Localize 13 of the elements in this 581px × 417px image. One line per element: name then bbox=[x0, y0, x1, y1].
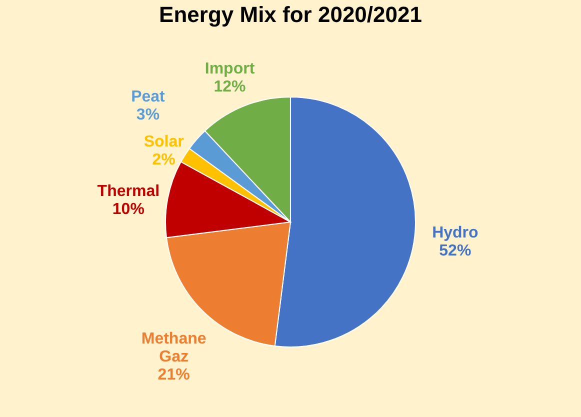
data-label: 2% bbox=[152, 152, 176, 169]
chart-title: Energy Mix for 2020/2021 bbox=[159, 2, 422, 27]
data-label: 52% bbox=[439, 242, 472, 260]
data-label: 3% bbox=[136, 106, 160, 124]
data-label: 12% bbox=[214, 78, 246, 96]
slice-label: Hydro bbox=[432, 224, 479, 242]
slice-label: Solar bbox=[144, 134, 184, 151]
slice-label: Import bbox=[204, 60, 256, 78]
slice-label: Methane Gaz bbox=[141, 330, 206, 366]
data-label: 21% bbox=[158, 366, 190, 384]
data-label: 10% bbox=[112, 201, 144, 218]
slice-label: Peat bbox=[131, 88, 166, 106]
slice-label: Thermal bbox=[97, 183, 160, 200]
